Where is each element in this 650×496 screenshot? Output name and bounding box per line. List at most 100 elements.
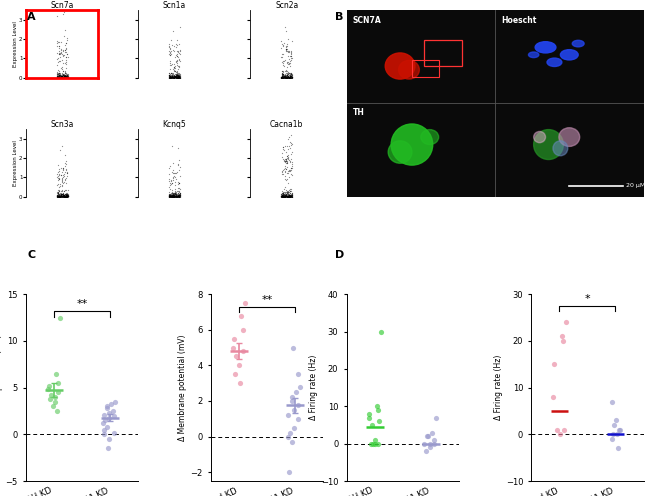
Point bbox=[285, 52, 296, 60]
Point bbox=[58, 67, 68, 75]
Point bbox=[280, 71, 290, 79]
Point bbox=[278, 190, 289, 198]
Point bbox=[278, 68, 288, 76]
Point bbox=[287, 74, 297, 82]
Point bbox=[165, 192, 176, 200]
Point bbox=[165, 73, 176, 81]
Point bbox=[287, 191, 297, 199]
Point bbox=[60, 191, 71, 199]
Point bbox=[54, 191, 64, 199]
Point bbox=[59, 192, 70, 200]
Point bbox=[282, 192, 293, 200]
Point bbox=[276, 69, 287, 77]
Point bbox=[60, 192, 70, 200]
Point bbox=[277, 191, 287, 199]
Point bbox=[287, 37, 297, 45]
Point bbox=[280, 158, 291, 166]
Point bbox=[285, 70, 296, 78]
Point bbox=[276, 192, 287, 200]
Point bbox=[164, 44, 174, 52]
Point bbox=[280, 72, 290, 80]
Point bbox=[54, 175, 64, 183]
Point bbox=[287, 73, 297, 81]
Point bbox=[175, 73, 185, 81]
Point bbox=[54, 69, 64, 77]
Point bbox=[55, 73, 66, 81]
Point bbox=[283, 167, 294, 175]
Point bbox=[168, 192, 178, 200]
Ellipse shape bbox=[560, 50, 578, 60]
Point bbox=[288, 344, 298, 352]
Point bbox=[168, 73, 179, 81]
Point bbox=[166, 74, 177, 82]
Point bbox=[284, 191, 294, 199]
Point bbox=[169, 71, 179, 79]
Point bbox=[60, 176, 70, 184]
Point bbox=[285, 74, 295, 82]
Point bbox=[278, 193, 288, 201]
Point bbox=[168, 74, 179, 82]
Point bbox=[278, 143, 288, 151]
Point bbox=[164, 72, 175, 80]
Point bbox=[172, 70, 182, 78]
Point bbox=[167, 73, 177, 81]
Point bbox=[55, 191, 65, 199]
Point bbox=[58, 74, 68, 82]
Point bbox=[171, 192, 181, 200]
Point bbox=[283, 73, 294, 81]
Point bbox=[166, 192, 176, 200]
Point bbox=[285, 166, 296, 174]
Point bbox=[166, 72, 177, 80]
Point bbox=[230, 371, 240, 378]
Point bbox=[60, 73, 71, 81]
Point bbox=[283, 169, 293, 177]
Point bbox=[278, 71, 288, 79]
Point bbox=[164, 179, 175, 187]
Point bbox=[167, 191, 177, 199]
Point bbox=[59, 71, 70, 79]
Point bbox=[174, 73, 184, 81]
Point bbox=[279, 58, 289, 65]
Point bbox=[284, 191, 294, 199]
Point bbox=[57, 177, 68, 185]
Point bbox=[284, 74, 294, 82]
Point bbox=[283, 433, 294, 440]
Point bbox=[53, 73, 64, 81]
Point bbox=[60, 159, 71, 167]
Point bbox=[56, 193, 66, 201]
Point bbox=[53, 69, 64, 77]
Point bbox=[166, 73, 177, 81]
Ellipse shape bbox=[398, 61, 419, 79]
Point bbox=[169, 71, 179, 79]
Point bbox=[169, 172, 179, 180]
Point bbox=[58, 71, 69, 79]
Point bbox=[172, 59, 182, 67]
Point bbox=[279, 73, 289, 81]
Point bbox=[57, 168, 67, 176]
Point bbox=[58, 67, 68, 75]
Point bbox=[52, 69, 62, 77]
Point bbox=[61, 72, 72, 80]
Point bbox=[284, 73, 294, 81]
Point bbox=[284, 59, 294, 66]
Point bbox=[281, 73, 292, 81]
Point bbox=[173, 48, 183, 56]
Point bbox=[281, 165, 291, 173]
Point bbox=[58, 191, 68, 199]
Point bbox=[53, 379, 63, 387]
Point bbox=[282, 69, 293, 77]
Point bbox=[60, 72, 71, 80]
Point bbox=[173, 193, 183, 201]
Point bbox=[172, 69, 183, 77]
Point bbox=[53, 72, 63, 80]
Point bbox=[278, 73, 289, 81]
Point bbox=[285, 74, 295, 82]
Point bbox=[280, 73, 290, 81]
Point bbox=[287, 191, 297, 199]
Point bbox=[62, 188, 72, 196]
Point bbox=[281, 45, 291, 53]
Point bbox=[278, 192, 289, 200]
Point bbox=[278, 188, 289, 196]
Point bbox=[168, 191, 179, 199]
Point bbox=[165, 74, 176, 82]
